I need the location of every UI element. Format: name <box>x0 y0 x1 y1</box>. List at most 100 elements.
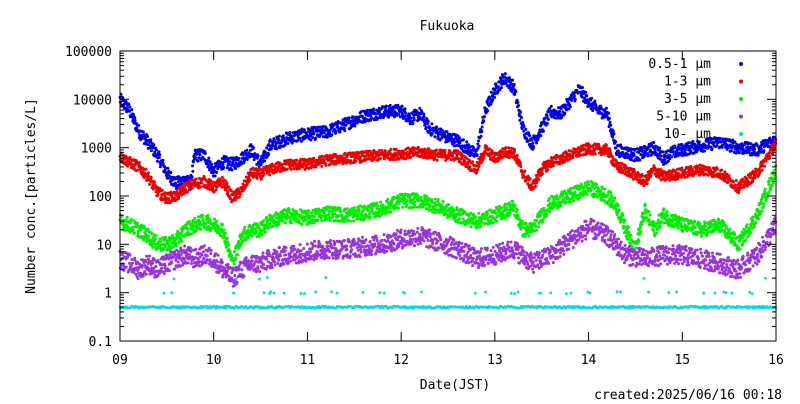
data-point <box>128 105 132 109</box>
data-point <box>263 159 267 163</box>
data-point <box>607 111 611 115</box>
data-point <box>260 232 264 236</box>
data-point <box>331 215 335 219</box>
data-point <box>720 168 724 172</box>
data-point <box>226 240 230 244</box>
data-point <box>225 166 229 170</box>
data-point <box>349 219 353 223</box>
data-point <box>349 119 353 123</box>
data-point <box>448 149 452 153</box>
data-point <box>416 145 420 149</box>
data-point <box>309 138 313 142</box>
data-point <box>146 227 150 231</box>
data-point <box>180 239 184 243</box>
data-point <box>592 106 596 110</box>
data-point <box>433 197 437 201</box>
data-point <box>327 212 331 216</box>
data-point <box>457 136 461 140</box>
data-point <box>731 180 735 184</box>
data-point <box>133 116 137 120</box>
data-point <box>250 234 254 238</box>
data-point <box>186 190 190 194</box>
data-point <box>190 175 194 179</box>
data-point <box>135 221 139 225</box>
data-point <box>715 167 719 171</box>
data-point <box>430 132 434 136</box>
data-point <box>753 147 757 151</box>
data-point <box>322 211 326 215</box>
data-point <box>346 218 350 222</box>
data-point <box>768 136 772 140</box>
data-point <box>354 159 358 163</box>
data-point <box>125 215 129 219</box>
data-point <box>161 162 165 166</box>
data-point <box>609 123 613 127</box>
data-point <box>214 188 218 192</box>
data-point <box>254 229 258 233</box>
data-point <box>500 82 504 86</box>
data-point <box>223 231 227 235</box>
data-point <box>374 112 378 116</box>
data-point <box>328 162 332 166</box>
data-point <box>147 171 151 175</box>
data-point <box>205 184 209 188</box>
data-point <box>477 164 481 168</box>
data-point <box>130 108 134 112</box>
data-point <box>668 157 672 161</box>
data-point <box>219 182 223 186</box>
data-point <box>318 155 322 159</box>
data-point <box>545 114 549 118</box>
data-point <box>690 145 694 149</box>
x-tick-label: 13 <box>487 353 503 368</box>
data-point <box>519 165 523 169</box>
data-point <box>280 163 284 167</box>
data-point <box>389 210 393 214</box>
data-point <box>512 83 516 87</box>
data-point <box>236 253 240 257</box>
data-point <box>531 141 535 145</box>
data-point <box>468 165 472 169</box>
data-point <box>188 220 192 224</box>
data-point <box>203 151 207 155</box>
data-point <box>300 222 304 226</box>
data-point <box>534 184 538 188</box>
data-point <box>520 127 524 131</box>
data-point <box>710 147 714 151</box>
data-point <box>763 164 767 168</box>
data-point <box>597 144 601 148</box>
data-point <box>661 150 665 154</box>
data-point <box>425 117 429 121</box>
data-point <box>137 160 141 164</box>
data-point <box>393 115 397 119</box>
data-point <box>422 150 426 154</box>
data-point <box>428 203 432 207</box>
data-point <box>382 157 386 161</box>
data-point <box>515 153 519 157</box>
data-point <box>561 154 565 158</box>
data-point <box>600 107 604 111</box>
data-point <box>278 164 282 168</box>
data-point <box>756 153 760 157</box>
data-point <box>165 176 169 180</box>
data-point <box>142 224 146 228</box>
data-point <box>277 221 281 225</box>
data-point <box>330 133 334 137</box>
data-point <box>482 119 486 123</box>
data-point <box>212 190 216 194</box>
data-point <box>670 155 674 159</box>
data-point <box>608 149 612 153</box>
data-point <box>190 164 194 168</box>
data-point <box>715 144 719 148</box>
data-point <box>381 116 385 120</box>
data-point <box>224 155 228 159</box>
data-point <box>256 154 260 158</box>
data-point <box>274 144 278 148</box>
data-point <box>222 165 226 169</box>
data-point <box>176 180 180 184</box>
data-point <box>759 147 763 151</box>
data-point <box>683 148 687 152</box>
data-point <box>687 141 691 145</box>
data-point <box>352 219 356 223</box>
data-point <box>267 143 271 147</box>
data-point <box>745 176 749 180</box>
